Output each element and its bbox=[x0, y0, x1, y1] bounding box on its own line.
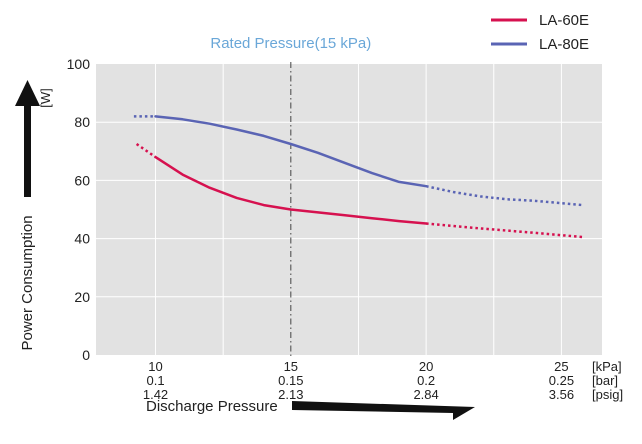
la-80e-line-dotted-end bbox=[425, 184, 584, 207]
y-tick-label: 20 bbox=[74, 289, 90, 305]
la-60e-line bbox=[154, 155, 428, 225]
x-axis-ticks: 10 15 20 25 [kPa] 0.1 0.15 0.2 0.25 [bar] 1.42 2.13… bbox=[143, 359, 623, 402]
y-tick-label: 60 bbox=[74, 172, 90, 188]
x-unit-label: [kPa] bbox=[592, 359, 622, 374]
series-group bbox=[133, 115, 584, 239]
x-tick-label: 20 bbox=[419, 359, 433, 374]
x-axis-label: Discharge Pressure bbox=[146, 398, 278, 415]
y-tick-label: 40 bbox=[74, 231, 90, 247]
x-tick-label: 10 bbox=[148, 359, 162, 374]
la-60e-line-dotted-start bbox=[135, 142, 157, 159]
x-unit-label: [psig] bbox=[592, 387, 623, 402]
la-80e-line bbox=[154, 115, 428, 188]
la-60e-line-dotted-end bbox=[425, 222, 584, 239]
x-tick-label: 1.42 bbox=[143, 387, 168, 402]
x-tick-label: 3.56 bbox=[549, 387, 574, 402]
x-tick-label: 2.13 bbox=[278, 387, 303, 402]
y-tick-label: 0 bbox=[82, 347, 90, 363]
plot-area bbox=[96, 64, 602, 355]
la-60e-legend-label: LA-60E bbox=[539, 12, 589, 29]
x-tick-label: 25 bbox=[554, 359, 568, 374]
x-tick-label: 0.2 bbox=[417, 373, 435, 388]
x-tick-label: 0.1 bbox=[146, 373, 164, 388]
rated-pressure-label: Rated Pressure(15 kPa) bbox=[210, 35, 371, 52]
y-tick-label: 80 bbox=[74, 114, 90, 130]
y-tick-label: 100 bbox=[67, 56, 91, 72]
x-unit-label: [bar] bbox=[592, 373, 618, 388]
x-tick-label: 15 bbox=[284, 359, 298, 374]
la-80e-legend-label: LA-80E bbox=[539, 36, 589, 53]
x-tick-label: 2.84 bbox=[413, 387, 438, 402]
y-axis-label: Power Consumption bbox=[19, 215, 36, 350]
grid-lines bbox=[96, 64, 602, 355]
y-axis-arrow bbox=[15, 80, 40, 197]
y-axis-unit: [W] bbox=[38, 88, 53, 108]
x-axis-arrow bbox=[292, 401, 475, 420]
legend: LA-60E LA-80E bbox=[491, 12, 589, 53]
x-tick-label: 0.25 bbox=[549, 373, 574, 388]
y-axis-ticks: 0 20 40 60 80 100 bbox=[67, 56, 91, 363]
x-tick-label: 0.15 bbox=[278, 373, 303, 388]
